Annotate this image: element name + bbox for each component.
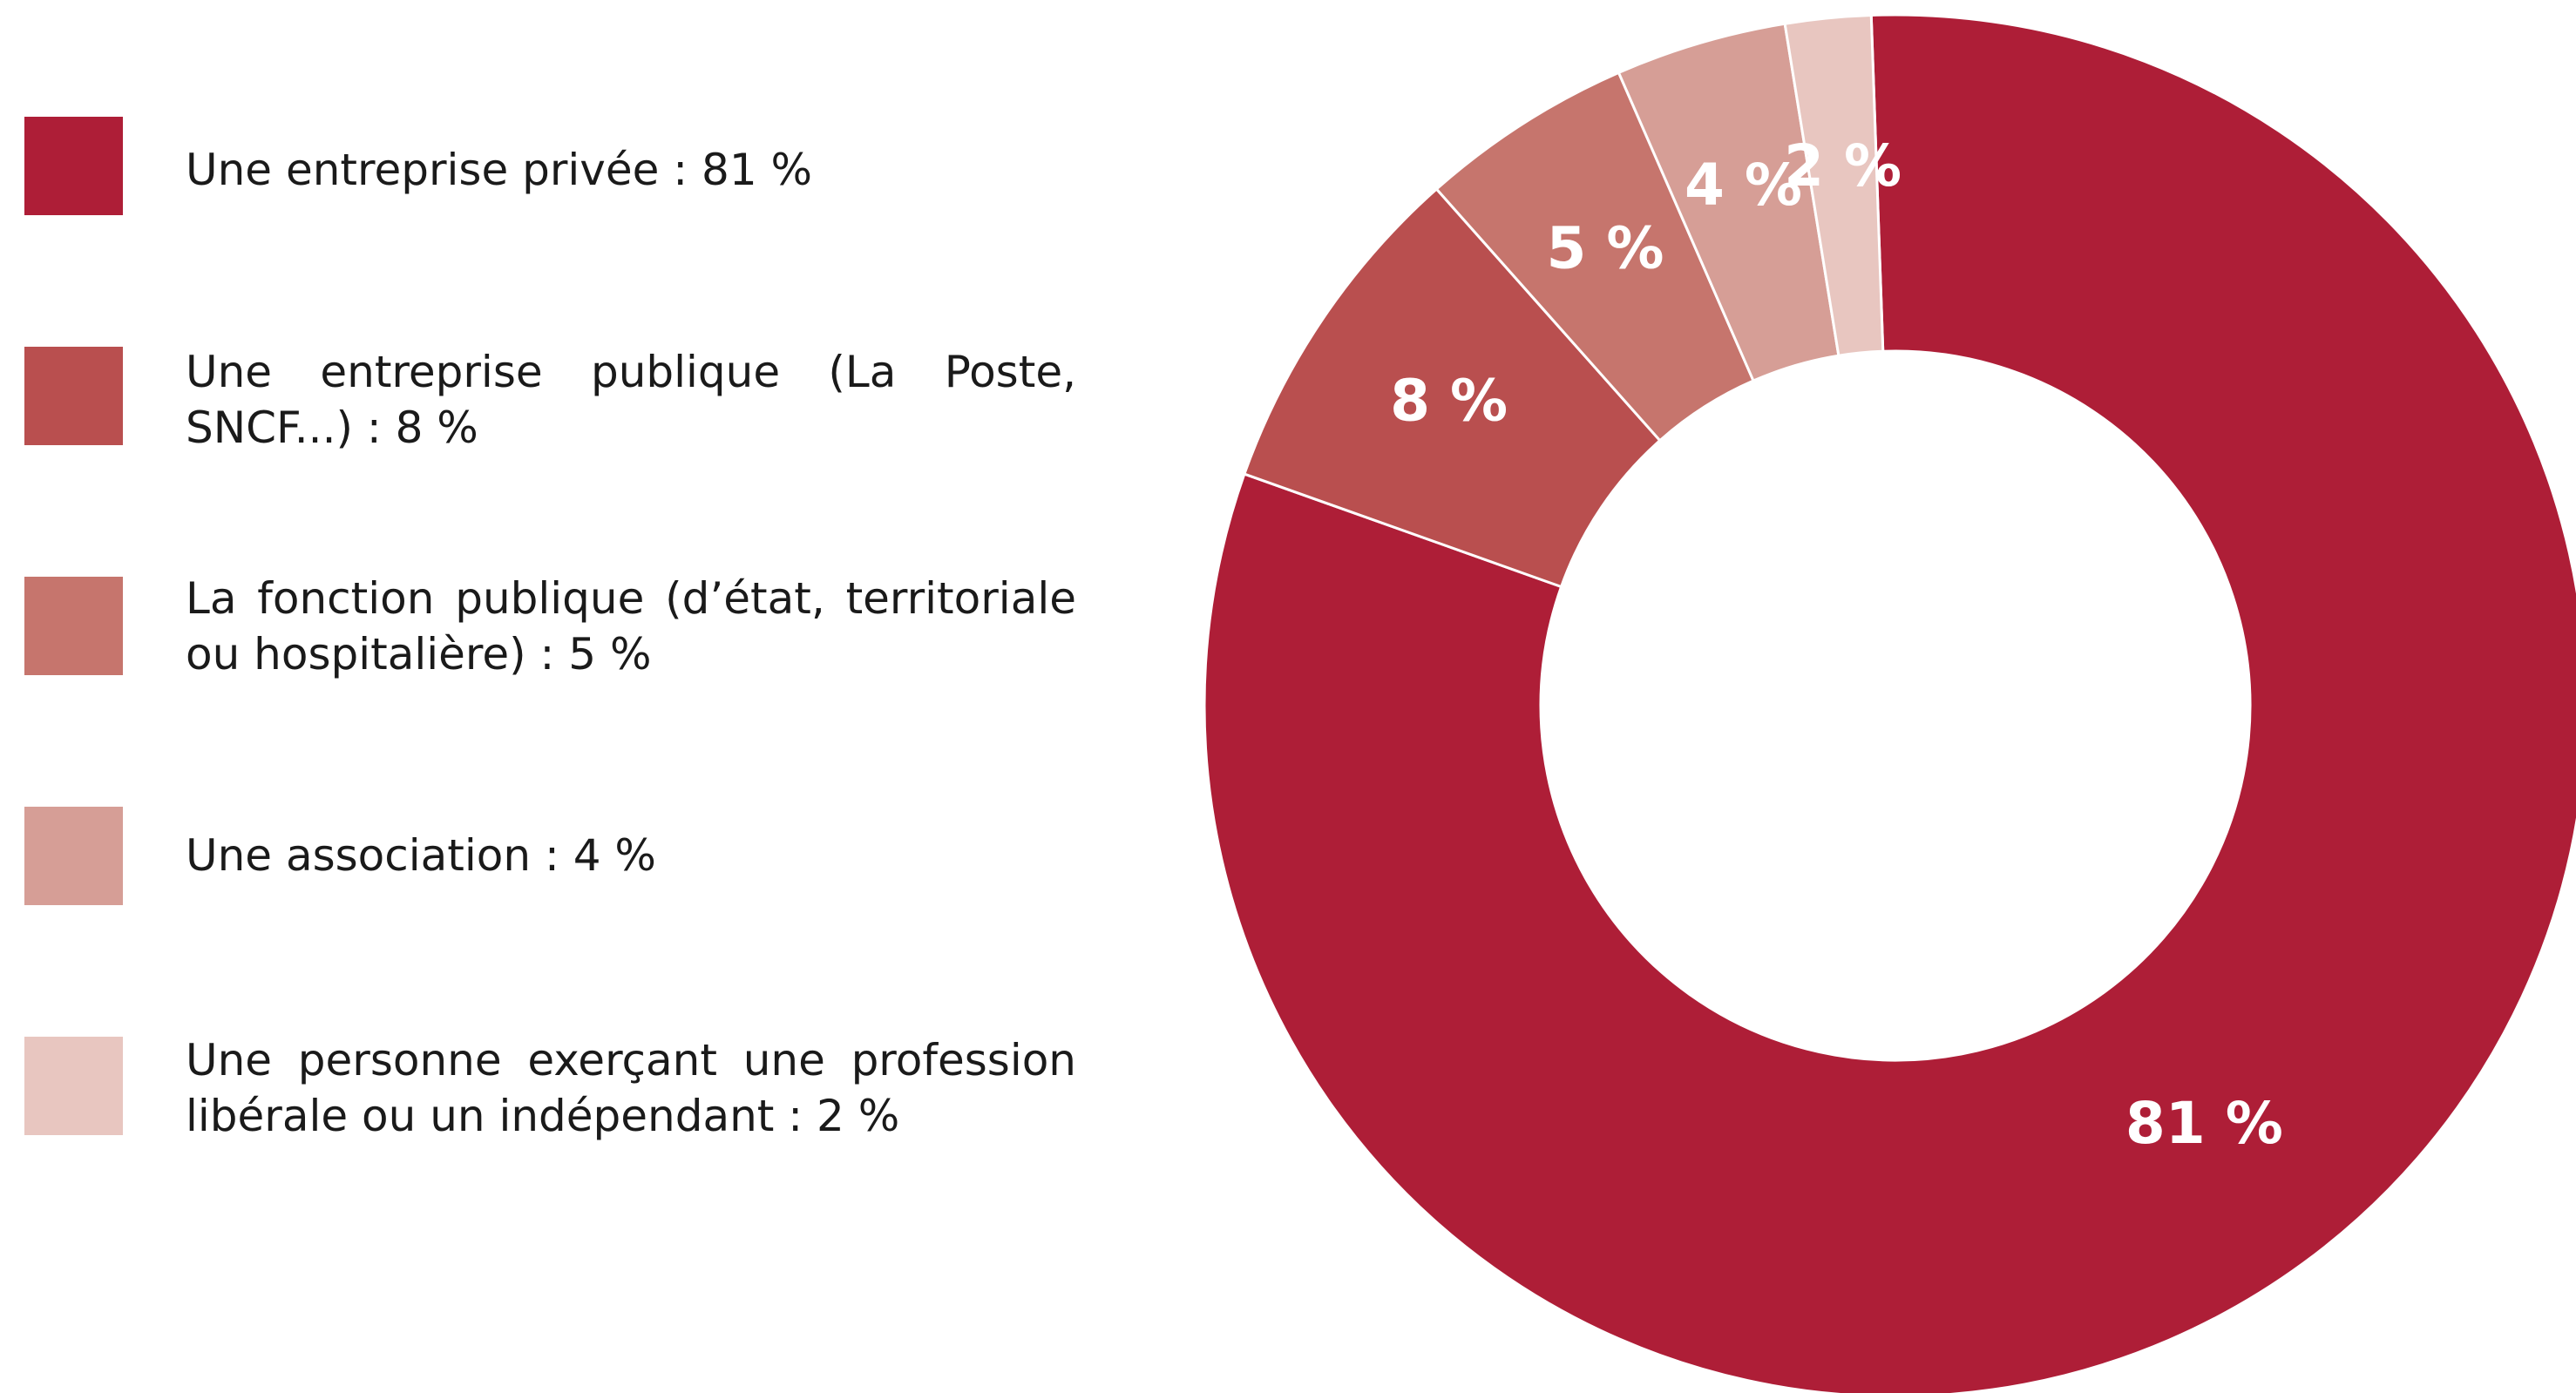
legend-label: Une association : 4 %	[186, 830, 656, 881]
data-label: 81 %	[2125, 1090, 2283, 1157]
data-label: 5 %	[1546, 214, 1664, 281]
legend-swatch	[24, 807, 123, 905]
donut-slice	[1783, 13, 1885, 357]
donut-slice	[1203, 13, 2576, 1393]
legend-swatch	[24, 347, 123, 445]
data-label: 2 %	[1784, 132, 1901, 199]
legend-label: La fonction publique (d’état, territoria…	[186, 573, 1076, 680]
legend-swatch	[24, 577, 123, 675]
data-label: 4 %	[1685, 152, 1802, 219]
legend-swatch	[24, 117, 123, 215]
legend-label: Une personne exerçant une profession lib…	[186, 1035, 1076, 1141]
data-label: 8 %	[1390, 368, 1508, 435]
legend-label: Une entreprise publique (La Poste, SNCF.…	[186, 347, 1076, 453]
legend-label: Une entreprise privée : 81 %	[186, 145, 813, 195]
legend-swatch	[24, 1037, 123, 1135]
